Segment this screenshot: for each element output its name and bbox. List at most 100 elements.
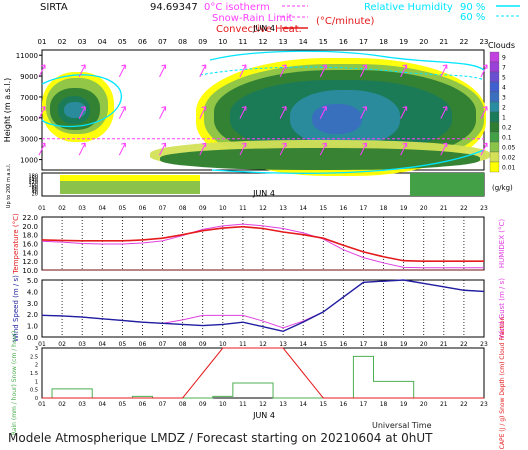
temp-y-tick-label: 20.0 — [22, 223, 38, 231]
precip-x-tick-label: 21 — [440, 401, 448, 408]
wind-arrow — [319, 64, 327, 78]
temp-x-tick-label: 06 — [139, 205, 147, 212]
wind-x-tick-label: 07 — [159, 341, 167, 348]
cloud-x-tick-label: 01 — [38, 38, 47, 46]
temp-y-tick-label: 10.0 — [22, 267, 38, 275]
cloud-y-tick-label: 7000 — [20, 94, 38, 102]
cloud-y-tick-label: 3000 — [20, 136, 38, 144]
wind-arrow-head — [281, 64, 287, 69]
colorbar-level-label: 3 — [502, 95, 506, 102]
cloud-y-tick-label: 11000 — [16, 52, 38, 60]
wind-arrow — [319, 106, 327, 119]
wind-y-axis-label-right: Wind Gust (m / s) — [498, 278, 506, 339]
wind-y-tick-label: 2.0 — [27, 311, 38, 319]
precip-x-tick-label: 08 — [179, 401, 187, 408]
cloud-x-tick-label: 09 — [198, 38, 207, 46]
cloud-layer — [64, 102, 86, 118]
lowlevel-cloud — [60, 175, 200, 181]
cloud-y-tick-label: 9000 — [20, 73, 38, 81]
wind-arrow-head — [121, 64, 126, 69]
lowlevel-y-tick-label: 100 — [28, 183, 38, 189]
wind-x-tick-label: 08 — [179, 341, 187, 348]
cloud-x-tick-label: 13 — [279, 38, 288, 46]
wind-y-tick-label: 1.0 — [27, 323, 38, 331]
precip-y-tick-label: 1.5 — [30, 371, 38, 377]
temp-x-tick-label: 11 — [239, 205, 247, 212]
wind-arrow-head — [362, 106, 367, 111]
precip-x-tick-label: 20 — [420, 401, 428, 408]
wind-arrow-head — [442, 106, 448, 111]
colorbar-level-label: 0.2 — [502, 125, 512, 132]
wind-y-tick-label: 0.0 — [27, 334, 38, 342]
wind-arrow — [480, 142, 488, 156]
wind-arrow — [400, 64, 408, 78]
wind-x-tick-label: 23 — [480, 341, 488, 348]
rh-legend-label: Relative Humidity — [364, 2, 453, 13]
date-label-bottom: JUN 4 — [252, 411, 275, 420]
wind-arrow — [118, 64, 126, 78]
temp-x-tick-label: 05 — [119, 205, 127, 212]
precip-y-tick-label: 2 — [35, 363, 38, 369]
wind-arrow-head — [241, 64, 247, 69]
lowlevel-y-tick-label: 180 — [28, 173, 38, 179]
wind-arrow-head — [241, 106, 247, 111]
wind-x-tick-label: 15 — [319, 341, 327, 348]
wind-arrow-head — [40, 142, 46, 148]
wind-x-tick-label: 10 — [219, 341, 227, 348]
cloud-x-tick-label: 05 — [118, 38, 127, 46]
wind-arrow — [360, 142, 367, 156]
wind-x-tick-label: 17 — [360, 341, 368, 348]
wind-arrow-head — [442, 142, 448, 148]
cloud-x-tick-label: 19 — [399, 38, 408, 46]
wind-arrow — [78, 142, 86, 156]
colorbar-swatch — [489, 81, 500, 93]
temp-y-axis-label: Temperature (°C) — [12, 213, 20, 275]
wind-arrow — [199, 64, 207, 78]
precip-x-tick-label: 09 — [199, 401, 207, 408]
colorbar-swatch — [489, 101, 500, 113]
temp-y-tick-label: 12.0 — [22, 258, 38, 266]
wind-x-tick-label: 03 — [78, 341, 86, 348]
wind-arrow-head — [40, 106, 46, 111]
wind-arrow-head — [281, 142, 287, 148]
cape-line — [42, 347, 484, 399]
cloud-x-tick-label: 17 — [359, 38, 368, 46]
colorbar-swatch — [489, 161, 500, 173]
wind-arrow-head — [362, 142, 367, 148]
precip-x-tick-label: 17 — [360, 401, 368, 408]
cloud-y-tick-label: 5000 — [20, 115, 38, 123]
wind-y-tick-label: 5.0 — [27, 277, 38, 285]
wind-arrow — [400, 142, 408, 156]
wind-arrow-head — [482, 142, 488, 148]
temp-x-tick-label: 03 — [78, 205, 86, 212]
wind-y-axis-label: Wind Speed (m / s) — [12, 275, 20, 342]
wind-arrow — [400, 106, 408, 119]
wind-arrow — [199, 106, 207, 119]
lowlevel-y-tick-label: 140 — [28, 178, 38, 184]
wind-arrow — [360, 64, 367, 78]
temp-y-tick-label: 18.0 — [22, 232, 38, 240]
lowlevel-y-tick-label: 40 — [32, 189, 38, 195]
wind-arrow-head — [281, 106, 287, 111]
colorbar-swatch — [489, 121, 500, 133]
colorbar-swatch — [489, 151, 500, 163]
wind-arrow — [118, 106, 126, 119]
cloud-x-tick-label: 08 — [178, 38, 187, 46]
rh-contour-90 — [209, 50, 485, 174]
temp-x-tick-label: 15 — [319, 205, 327, 212]
wind-arrow-head — [322, 106, 327, 111]
cloud-x-tick-label: 03 — [78, 38, 87, 46]
convective-legend-label: Convective Heat. — [216, 24, 302, 35]
wind-x-tick-label: 02 — [58, 341, 66, 348]
wind-x-tick-label: 04 — [98, 341, 106, 348]
site-name: SIRTA — [40, 2, 68, 13]
cloud-x-tick-label: 14 — [299, 38, 308, 46]
wind-arrow — [239, 106, 247, 119]
lowlevel-y-tick-label: 60 — [32, 187, 38, 193]
temp-x-tick-label: 23 — [480, 205, 488, 212]
wind-x-tick-label: 18 — [380, 341, 388, 348]
precip-x-tick-label: 01 — [38, 401, 46, 408]
temp-x-tick-label: 13 — [279, 205, 287, 212]
wind-arrow-head — [201, 106, 207, 111]
wind-arrow — [159, 64, 166, 78]
